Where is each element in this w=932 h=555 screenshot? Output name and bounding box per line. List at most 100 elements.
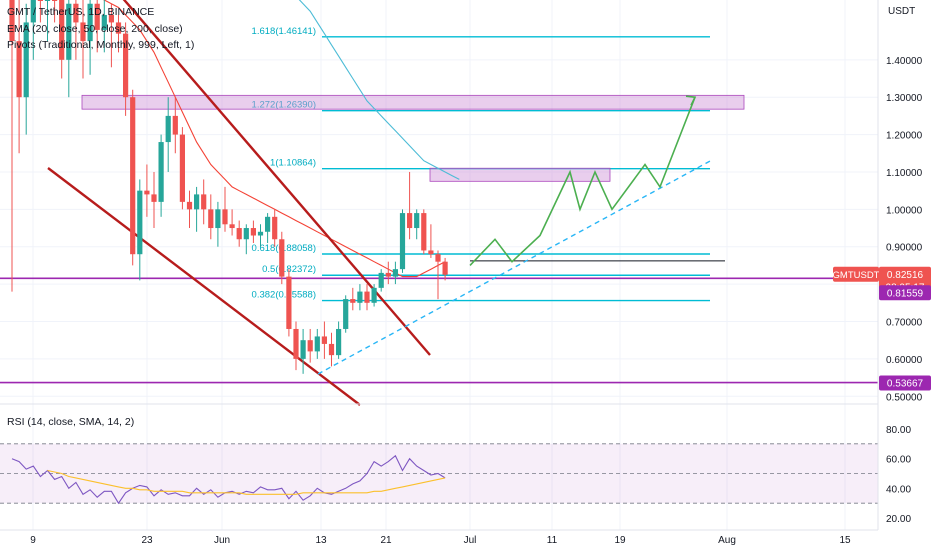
rsi-tick-label: 60.00	[886, 455, 911, 466]
candle-body	[37, 0, 43, 1]
fib-level-label: 0.382(0.75588)	[252, 290, 316, 301]
price-tick-label: 0.70000	[886, 317, 923, 328]
time-tick-label: 13	[315, 535, 327, 546]
candle-body	[94, 3, 100, 30]
rsi-sma-line	[47, 469, 446, 495]
candle-body	[407, 213, 413, 229]
upper-target-zone	[81, 94, 745, 110]
pivot-tag-bg	[879, 285, 931, 301]
candle-body	[44, 0, 51, 1]
candle-body	[66, 3, 72, 60]
time-tick-label: 15	[839, 535, 851, 546]
candle-body	[123, 33, 129, 98]
candle-body	[421, 213, 427, 251]
candle-body	[23, 22, 29, 98]
rsi-tick-label: 20.00	[886, 514, 911, 525]
candle-body	[80, 22, 86, 42]
candle-body	[151, 194, 157, 202]
price-axis-unit: USDT	[888, 6, 915, 17]
channel-lower-line	[47, 167, 361, 406]
candle-body	[321, 336, 327, 344]
candle-body	[87, 3, 93, 42]
fib-level-label: 1.618(1.46141)	[252, 26, 316, 37]
candle-body	[222, 209, 228, 225]
candle-body	[371, 287, 377, 303]
pivots-indicator-legend[interactable]: Pivots (Traditional, Monthly, 999, Left,…	[7, 39, 195, 51]
time-tick-label: 19	[614, 535, 626, 546]
candle-body	[101, 14, 107, 30]
rsi-panel	[0, 403, 878, 505]
time-tick-label: 9	[30, 535, 36, 546]
candle-body	[428, 250, 434, 255]
symbol-tag: GMTUSDT	[833, 270, 880, 281]
fib-level-label: 1(1.10864)	[270, 158, 316, 169]
price-tag: 0.82516	[887, 270, 924, 281]
candle-body	[158, 142, 164, 202]
candle-body	[165, 115, 171, 143]
candle-body	[215, 209, 221, 229]
candle-body	[442, 261, 448, 275]
candle-body	[328, 343, 335, 356]
candle-body	[350, 299, 356, 303]
support-tag: 0.53667	[887, 379, 924, 390]
price-tick-label: 1.40000	[886, 56, 923, 67]
projection-arrowhead	[685, 95, 697, 106]
candle-body	[208, 209, 214, 229]
time-tick-label: Aug	[718, 535, 736, 546]
time-tick-label: Jul	[464, 535, 477, 546]
candle-body	[16, 41, 22, 98]
candle-body	[399, 213, 406, 270]
time-tick-label: 23	[141, 535, 153, 546]
candle-body	[343, 299, 349, 329]
lower-target-zone	[429, 167, 611, 182]
candle-body	[435, 254, 441, 262]
candlestick-series	[9, 0, 448, 374]
chart-gridlines	[0, 0, 878, 530]
channel-upper-line	[122, 0, 431, 356]
candle-body	[257, 231, 264, 236]
candle-body	[130, 97, 136, 255]
candle-body	[250, 228, 256, 236]
candle-body	[144, 190, 150, 195]
symbol-tag-bg	[833, 266, 879, 282]
candle-body	[194, 194, 200, 210]
candle-body	[336, 328, 342, 356]
candle-body	[179, 134, 185, 202]
candle-body	[364, 291, 370, 303]
candle-body	[378, 272, 384, 288]
price-tick-label: 1.10000	[886, 168, 923, 179]
ema-50-line	[298, 0, 460, 180]
candle-body	[229, 224, 235, 229]
candle-body	[30, 0, 36, 23]
candle-body	[172, 115, 178, 135]
candle-body	[186, 201, 193, 210]
target-zones	[81, 94, 745, 182]
support-trendline	[317, 159, 713, 375]
candle-body	[243, 228, 249, 240]
candle-body	[293, 328, 299, 359]
candle-body	[272, 216, 278, 240]
candle-body	[300, 340, 306, 359]
rsi-line	[11, 454, 446, 505]
symbol-title[interactable]: GMT / TetherUS, 1D, BINANCE	[7, 6, 155, 18]
rsi-tick-label: 40.00	[886, 484, 911, 495]
candle-body	[286, 276, 292, 329]
channel-trendlines	[47, 0, 713, 406]
time-tick-label: Jun	[214, 535, 230, 546]
price-tick-label: 1.30000	[886, 93, 923, 104]
pivot-tag: 0.81559	[887, 288, 924, 299]
candle-body	[279, 239, 285, 277]
candle-body	[392, 269, 398, 277]
ema-lines	[103, 0, 460, 278]
rsi-indicator-legend[interactable]: RSI (14, close, SMA, 14, 2)	[7, 416, 135, 428]
projection-path	[469, 95, 697, 266]
ema-indicator-legend[interactable]: EMA (20, close, 50, close, 200, close)	[7, 23, 183, 35]
time-tick-label: 21	[380, 535, 392, 546]
price-tick-label: 0.60000	[886, 355, 923, 366]
candle-body	[265, 216, 271, 232]
candle-body	[59, 0, 65, 60]
candle-body	[108, 14, 114, 23]
